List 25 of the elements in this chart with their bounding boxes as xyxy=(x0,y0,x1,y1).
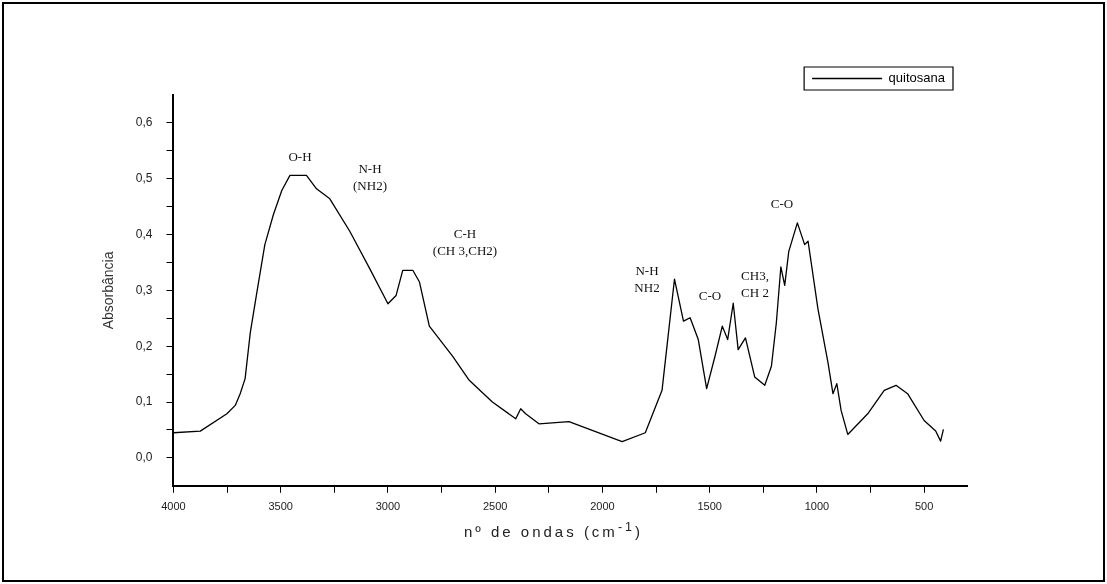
y-tick-label: 0,5 xyxy=(135,171,153,186)
x-tick-label: 500 xyxy=(914,500,934,513)
x-tick-label: 1500 xyxy=(697,500,722,513)
x-tick-label: 3500 xyxy=(268,500,293,513)
x-axis-title: nº de ondas (cm$^{-1}$) xyxy=(463,520,644,540)
x-tick-label: 2000 xyxy=(590,500,615,513)
annotation: O-H xyxy=(288,149,312,165)
y-tick-label: 0,0 xyxy=(135,450,153,465)
y-tick-label: 0,4 xyxy=(135,226,153,241)
annotation: C-H (CH 3,CH2) xyxy=(432,225,498,258)
y-tick-label: 0,3 xyxy=(135,282,153,297)
annotation: CH3, CH 2 xyxy=(741,267,769,300)
y-tick-label: 0,2 xyxy=(135,338,153,353)
annotation: C-O xyxy=(770,196,794,212)
x-tick-label: 2500 xyxy=(482,500,508,513)
annotation: N-H (NH2) xyxy=(353,160,387,193)
x-tick-label: 1000 xyxy=(804,500,830,513)
annotation: C-O xyxy=(698,288,722,304)
x-tick-label: 3000 xyxy=(375,500,401,513)
y-tick-label: 0,6 xyxy=(135,115,153,130)
y-axis-title: Absorbância xyxy=(100,251,117,330)
text: quitosana xyxy=(888,70,946,86)
x-tick-label: 4000 xyxy=(161,500,186,513)
y-tick-label: 0,1 xyxy=(135,394,153,409)
annotation: N-H NH2 xyxy=(634,262,660,295)
